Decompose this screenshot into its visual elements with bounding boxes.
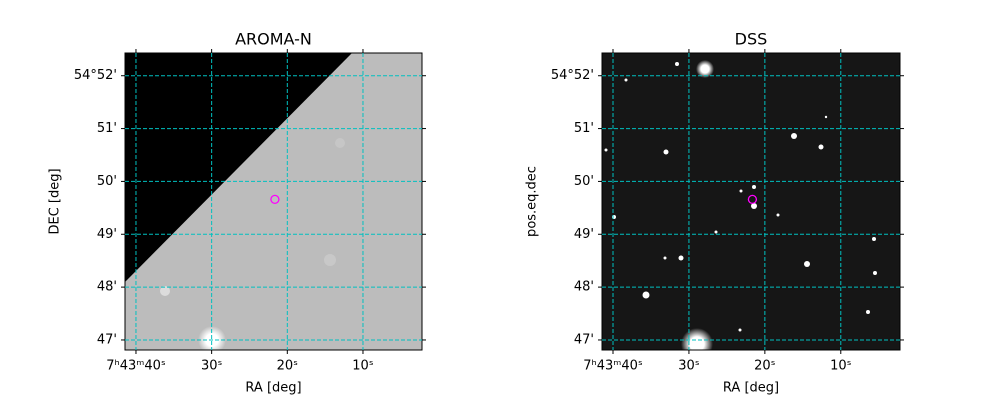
y-tick-label: 48' [97,280,117,295]
x-tick-label: 30ˢ [678,359,700,374]
y-tick-label: 54°52' [551,68,594,83]
chart-title: DSS [735,30,768,49]
aroma-image [125,53,422,350]
y-tick-label: 50' [97,174,117,189]
x-tick-label: 20ˢ [754,359,776,374]
x-axis-label: RA [deg] [723,381,779,396]
x-tick-label: 7ʰ43ᵐ40ˢ [583,359,643,374]
y-axis-label: DEC [deg] [48,168,63,234]
y-tick-label: 48' [574,280,594,295]
y-tick-label: 51' [574,121,594,136]
y-axis-label: pos.eq.dec [525,166,540,237]
y-tick-label: 50' [574,174,594,189]
x-tick-label: 10ˢ [352,359,374,374]
dss-image [602,53,900,350]
chart-title: AROMA-N [235,30,312,49]
x-axis-label: RA [deg] [245,381,301,396]
target-marker [270,194,280,205]
y-tick-label: 54°52' [74,68,117,83]
y-tick-label: 49' [97,227,117,242]
x-tick-label: 20ˢ [277,359,299,374]
y-tick-label: 49' [574,227,594,242]
x-tick-label: 10ˢ [830,359,852,374]
y-tick-label: 47' [574,332,594,347]
frame [124,52,423,351]
x-tick-label: 7ʰ43ᵐ40ˢ [106,359,166,374]
frame [601,52,901,351]
x-tick-label: 30ˢ [201,359,223,374]
y-tick-label: 47' [97,332,117,347]
y-tick-label: 51' [97,121,117,136]
target-marker [747,194,758,205]
